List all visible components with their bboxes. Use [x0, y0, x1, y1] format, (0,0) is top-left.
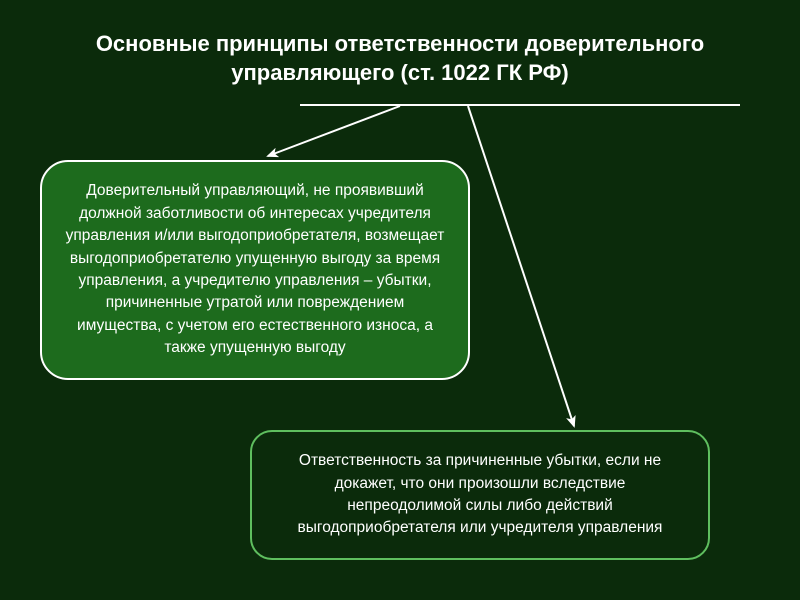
arrow-to-box1 [268, 106, 400, 156]
principle-box-1-text: Доверительный управляющий, не проявивший… [62, 180, 448, 360]
principle-box-1: Доверительный управляющий, не проявивший… [40, 160, 470, 380]
principle-box-2: Ответственность за причиненные убытки, е… [250, 430, 710, 560]
title-underline [300, 104, 740, 106]
slide-title: Основные принципы ответственности довери… [0, 30, 800, 87]
arrow-to-box2 [468, 106, 574, 426]
principle-box-2-text: Ответственность за причиненные убытки, е… [276, 450, 684, 540]
